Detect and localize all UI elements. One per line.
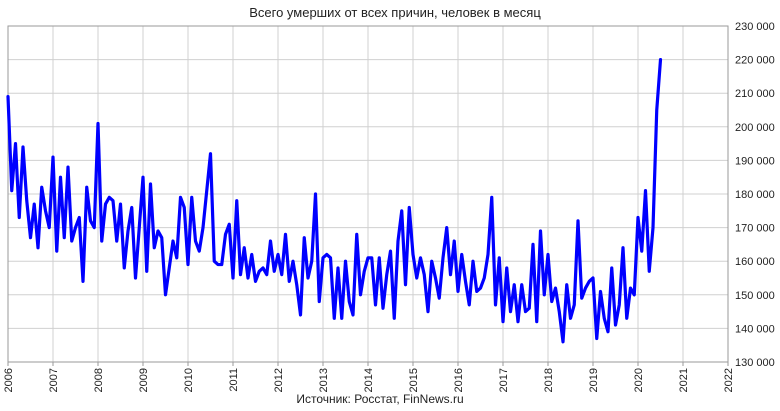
chart-source: Источник: Росстат, FinNews.ru [296, 392, 463, 406]
y-tick-label: 230 000 [735, 21, 775, 33]
x-tick-label: 2016 [453, 368, 465, 392]
x-tick-label: 2011 [228, 368, 240, 392]
y-tick-label: 210 000 [735, 88, 775, 100]
y-tick-label: 170 000 [735, 223, 775, 235]
y-tick-label: 200 000 [735, 122, 775, 134]
x-tick-label: 2015 [408, 368, 420, 392]
x-tick-label: 2009 [138, 368, 150, 392]
grid-layer [7, 25, 729, 363]
chart-title: Всего умерших от всех причин, человек в … [249, 5, 541, 20]
y-tick-label: 160 000 [735, 256, 775, 268]
y-tick-label: 190 000 [735, 155, 775, 167]
x-tick-label: 2018 [543, 368, 555, 392]
x-tick-label: 2020 [633, 368, 645, 392]
x-tick-label: 2022 [723, 368, 735, 392]
y-tick-label: 180 000 [735, 189, 775, 201]
series-line-deaths [6, 57, 663, 344]
y-tick-label: 130 000 [735, 357, 775, 369]
axis-layer [7, 25, 729, 366]
x-tick-label: 2019 [588, 368, 600, 392]
x-tick-label: 2012 [273, 368, 285, 392]
y-tick-label: 140 000 [735, 323, 775, 335]
x-tick-label: 2013 [318, 368, 330, 392]
x-tick-label: 2014 [363, 368, 375, 392]
y-tick-label: 220 000 [735, 55, 775, 67]
plot-area-border [7, 25, 729, 363]
series-layer [6, 57, 663, 344]
x-tick-label: 2010 [183, 368, 195, 392]
x-tick-label: 2008 [93, 368, 105, 392]
x-tick-label: 2017 [498, 368, 510, 392]
x-tick-labels: 2006 2007 2008 2009 2010 2011 2012 2013 2014 2015… [3, 368, 735, 392]
y-tick-label: 150 000 [735, 290, 775, 302]
x-tick-label: 2007 [48, 368, 60, 392]
x-tick-label: 2006 [3, 368, 15, 392]
y-tick-labels: 130 000 140 000 150 000 160 000 170 000 180 0… [735, 21, 775, 369]
x-tick-label: 2021 [678, 368, 690, 392]
